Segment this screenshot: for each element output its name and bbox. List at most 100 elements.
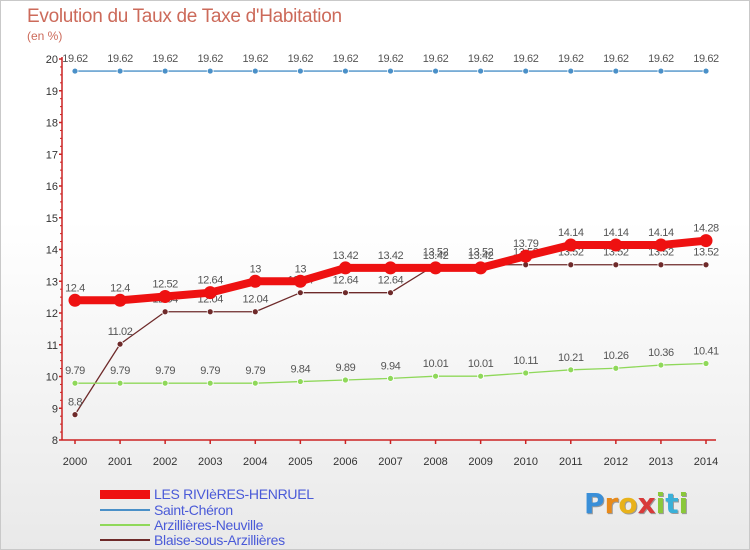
data-point <box>612 364 620 372</box>
data-point <box>477 67 485 75</box>
data-point <box>612 261 620 269</box>
data-point <box>657 67 665 75</box>
data-label: 13.42 <box>423 250 449 262</box>
data-label: 19.62 <box>152 53 178 65</box>
data-point <box>387 375 394 382</box>
y-tick-label: 12 <box>46 308 58 320</box>
data-label: 13.52 <box>648 247 674 259</box>
legend-label: LES RIVIèRES-HENRUEL <box>154 486 314 502</box>
data-point <box>248 274 262 288</box>
x-tick-label: 2003 <box>198 456 222 468</box>
data-label: 12.64 <box>378 275 404 287</box>
data-label: 12.4 <box>110 282 130 294</box>
data-label: 12.64 <box>333 275 359 287</box>
data-point <box>612 67 620 75</box>
x-tick-label: 2009 <box>468 456 492 468</box>
x-tick-label: 2014 <box>694 456 718 468</box>
data-point <box>429 261 443 275</box>
data-label: 12.64 <box>197 275 223 287</box>
data-point <box>116 67 124 75</box>
data-point <box>116 379 124 387</box>
data-point <box>251 379 259 387</box>
data-label: 14.14 <box>558 227 584 239</box>
y-tick-label: 19 <box>46 86 58 98</box>
data-point <box>71 411 79 419</box>
data-label: 13 <box>250 263 262 275</box>
x-tick-label: 2001 <box>108 456 132 468</box>
y-tick-label: 10 <box>46 372 58 384</box>
data-label: 14.14 <box>603 227 629 239</box>
data-point <box>206 379 214 387</box>
legend-swatch <box>100 539 150 541</box>
data-point <box>384 261 397 275</box>
data-point <box>296 378 304 385</box>
data-point <box>477 372 485 380</box>
x-tick-label: 2013 <box>649 456 673 468</box>
y-tick-label: 14 <box>46 245 58 257</box>
data-point <box>567 67 575 75</box>
data-point <box>567 366 575 374</box>
data-label: 11.02 <box>108 326 133 338</box>
data-point <box>702 360 710 367</box>
legend-swatch <box>100 524 150 526</box>
data-point <box>657 261 665 269</box>
data-point <box>342 289 349 297</box>
x-tick-label: 2006 <box>333 456 357 468</box>
data-label: 19.62 <box>107 53 133 65</box>
legend-label: Saint-Chéron <box>154 502 233 518</box>
data-point <box>71 379 79 387</box>
y-tick-label: 11 <box>47 340 58 352</box>
data-point <box>522 369 530 377</box>
data-point <box>699 234 713 248</box>
data-point <box>158 289 172 303</box>
data-label: 19.62 <box>378 53 404 65</box>
data-label: 9.84 <box>290 364 310 376</box>
data-point <box>654 238 668 252</box>
data-point <box>657 361 665 369</box>
data-point <box>296 289 304 297</box>
data-label: 19.62 <box>558 53 584 65</box>
y-tick-label: 9 <box>52 403 58 415</box>
legend-item: Blaise-sous-Arzillières <box>100 532 285 548</box>
data-label: 12.4 <box>65 282 85 294</box>
legend-swatch <box>100 489 150 499</box>
data-point <box>161 308 169 316</box>
data-point <box>342 67 349 75</box>
data-label: 10.26 <box>603 350 629 362</box>
y-tick-label: 18 <box>46 118 58 130</box>
data-label: 9.89 <box>336 362 356 374</box>
data-label: 13.52 <box>558 247 584 259</box>
y-tick-label: 15 <box>46 213 58 225</box>
x-tick-label: 2004 <box>243 456 267 468</box>
x-tick-label: 2000 <box>63 456 87 468</box>
data-point <box>387 289 394 297</box>
data-label: 12.04 <box>243 294 269 306</box>
data-point <box>342 376 349 384</box>
legend-label: Arzillières-Neuville <box>154 517 264 533</box>
data-point <box>71 67 79 75</box>
data-label: 9.79 <box>245 365 265 377</box>
data-label: 13.42 <box>468 250 494 262</box>
data-label: 13.52 <box>423 247 449 259</box>
data-label: 19.62 <box>423 53 449 65</box>
data-label: 12.52 <box>152 278 178 290</box>
data-label: 8.8 <box>68 397 82 409</box>
data-point <box>519 249 533 263</box>
data-label: 19.62 <box>693 53 719 65</box>
x-tick-label: 2011 <box>559 456 583 468</box>
data-point <box>206 308 214 316</box>
data-point <box>251 67 259 75</box>
y-tick-label: 20 <box>46 54 58 66</box>
x-tick-label: 2002 <box>153 456 177 468</box>
data-label: 13.79 <box>513 238 539 250</box>
proxiti-logo: Proxiti <box>584 487 689 520</box>
data-label: 19.62 <box>62 53 88 65</box>
data-label: 19.62 <box>603 53 629 65</box>
data-point <box>567 261 575 269</box>
data-label: 10.41 <box>693 345 719 357</box>
x-tick-label: 2010 <box>513 456 537 468</box>
data-label: 19.62 <box>333 53 359 65</box>
data-point <box>161 379 169 387</box>
data-label: 13.52 <box>468 247 494 259</box>
